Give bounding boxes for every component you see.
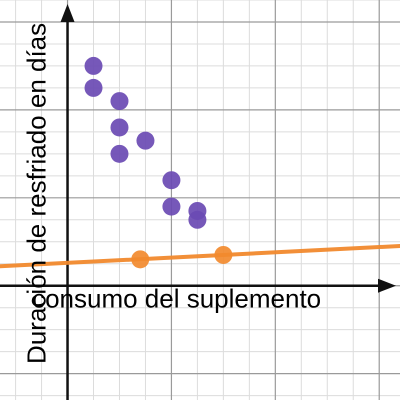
data-point	[162, 197, 181, 216]
y-axis-label: Duración de resfriado en días	[22, 23, 52, 364]
x-axis-arrow-icon	[378, 278, 396, 293]
data-point	[110, 92, 129, 111]
data-point	[110, 118, 129, 137]
trendline-layer	[0, 243, 400, 269]
data-point	[84, 56, 103, 75]
data-point	[162, 171, 181, 190]
data-point	[131, 250, 150, 269]
trendline	[0, 243, 400, 269]
data-point	[214, 245, 233, 264]
data-point	[110, 144, 129, 163]
axes	[0, 4, 396, 400]
data-points-layer	[84, 56, 233, 269]
data-point	[84, 78, 103, 97]
data-point	[136, 131, 155, 150]
data-point	[188, 210, 207, 229]
x-axis-label: consumo del suplemento	[32, 284, 321, 314]
y-axis-arrow-icon	[60, 4, 75, 22]
